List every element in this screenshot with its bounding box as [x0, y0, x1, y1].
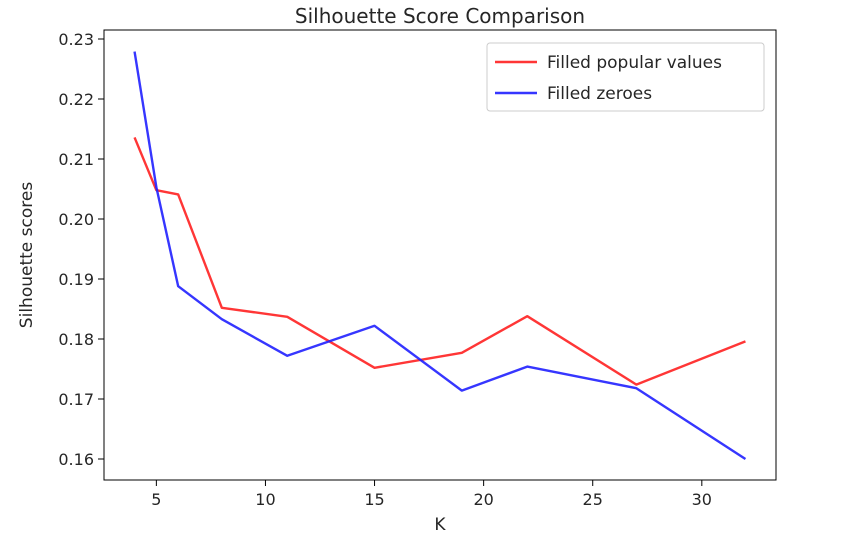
x-tick-label: 30	[692, 490, 712, 509]
x-tick-label: 25	[583, 490, 603, 509]
series-line-filled-popular-values	[133, 136, 746, 386]
chart-title: Silhouette Score Comparison	[295, 4, 585, 28]
y-tick-label: 0.16	[58, 450, 94, 469]
y-tick-label: 0.20	[58, 210, 94, 229]
legend-box	[486, 42, 765, 112]
series-line-filled-zeroes	[133, 51, 747, 461]
y-axis-ticks: 0.16 0.17 0.18 0.19 0.20 0.21 0.22 0.23	[58, 30, 104, 469]
x-tick-label: 20	[473, 490, 493, 509]
plot-frame	[103, 29, 777, 481]
legend-label-filled-zeroes: Filled zeroes	[547, 84, 652, 104]
y-tick-label: 0.19	[58, 270, 94, 289]
y-tick-label: 0.17	[58, 390, 94, 409]
x-axis-ticks: 5 10 15 20 25 30	[151, 480, 712, 509]
x-axis-label: K	[434, 515, 446, 535]
y-tick-label: 0.23	[58, 30, 94, 49]
y-axis-label: Silhouette scores	[17, 182, 37, 329]
series-layer	[133, 51, 747, 461]
y-tick-label: 0.21	[58, 150, 94, 169]
legend: Filled popular values Filled zeroes	[486, 42, 765, 112]
y-tick-label: 0.18	[58, 330, 94, 349]
y-tick-label: 0.22	[58, 90, 94, 109]
x-tick-label: 15	[364, 490, 384, 509]
legend-label-filled-popular: Filled popular values	[547, 53, 722, 73]
x-tick-label: 5	[151, 490, 161, 509]
x-tick-label: 10	[255, 490, 275, 509]
